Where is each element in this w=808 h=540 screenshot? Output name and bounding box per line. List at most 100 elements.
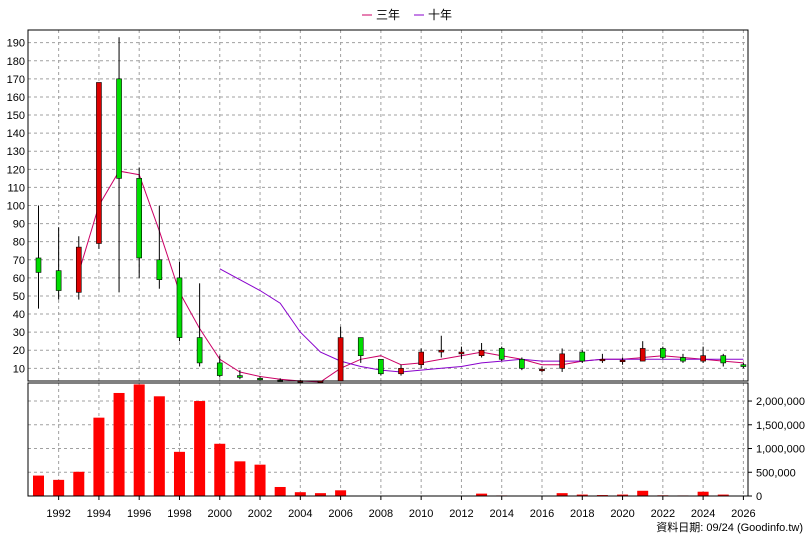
price-tick-label: 110: [7, 182, 25, 194]
candle-body: [720, 355, 727, 364]
volume-bar: [173, 451, 185, 496]
candle-body: [136, 178, 142, 259]
volume-bar: [214, 443, 226, 496]
x-tick-label: 2026: [731, 508, 755, 520]
x-tick-label: 2006: [328, 508, 352, 520]
candle-body: [196, 337, 203, 364]
volume-bar: [617, 494, 629, 496]
price-tick-label: 170: [7, 74, 25, 86]
series-line-十年: [219, 268, 744, 373]
volume-bar: [476, 493, 488, 496]
candle-body: [559, 353, 565, 369]
candle-body: [498, 348, 505, 360]
volume-bar: [53, 479, 65, 496]
x-tick-label: 2020: [610, 508, 634, 520]
volume-panel-frame: [27, 382, 749, 497]
price-tick-label: 90: [13, 219, 25, 231]
x-tick-label: 2014: [489, 508, 513, 520]
x-tick-label: 1992: [46, 508, 70, 520]
volume-bar: [254, 464, 266, 496]
candle-body: [75, 246, 82, 293]
candle-body: [438, 349, 445, 353]
x-tick-label: 2012: [449, 508, 473, 520]
volume-bar: [637, 490, 649, 496]
x-tick-label: 2018: [570, 508, 594, 520]
candle-body: [216, 362, 223, 376]
volume-bar: [274, 486, 286, 496]
volume-bar: [33, 475, 44, 496]
volume-tick-label: 1,500,000: [756, 420, 805, 432]
price-tick-label: 30: [13, 327, 25, 339]
candlesticks: [35, 37, 747, 383]
x-tick-label: 2010: [409, 508, 433, 520]
candle-body: [116, 78, 122, 179]
volume-bar: [93, 417, 105, 496]
candle-body: [519, 358, 525, 369]
volume-tick-label: 2,000,000: [756, 396, 805, 408]
x-tick-label: 2002: [248, 508, 272, 520]
candle-body: [237, 375, 243, 378]
price-tick-label: 120: [7, 164, 25, 176]
x-tick-label: 1998: [167, 508, 191, 520]
candle-body: [619, 359, 626, 362]
volume-bar: [294, 492, 306, 496]
candle-body: [660, 348, 666, 358]
volume-tick-label: 0: [756, 491, 762, 503]
candle-body: [418, 351, 424, 366]
price-tick-label: 190: [7, 38, 25, 50]
volume-bar: [234, 461, 246, 496]
series-line-三年: [78, 170, 744, 383]
price-tick-label: 70: [13, 255, 25, 267]
volume-bar: [133, 384, 145, 496]
price-tick-label: 180: [7, 56, 25, 68]
axes: 1992 1994 1996 1998 2000 2002 2004 2006 2008 2010…: [7, 29, 805, 520]
volume-bar: [314, 493, 326, 496]
candle-body: [639, 348, 646, 362]
price-tick-label: 10: [13, 363, 25, 375]
legend-label: 十年: [428, 8, 452, 22]
volume-bar: [556, 493, 568, 496]
volume-bar: [73, 471, 85, 496]
candle-body: [579, 351, 586, 362]
volume-bars: [33, 384, 749, 496]
candle-body: [337, 337, 344, 382]
legend: 三年 十年: [362, 8, 452, 22]
legend-label: 三年: [376, 8, 400, 22]
volume-bar: [153, 396, 165, 496]
candle-body: [458, 351, 465, 355]
volume-tick-label: 1,000,000: [756, 444, 805, 456]
candle-body: [478, 349, 485, 356]
volume-bar: [194, 401, 206, 496]
candle-body: [378, 358, 384, 375]
candle-body: [156, 259, 163, 280]
candle-body: [35, 257, 42, 273]
x-tick-label: 2024: [691, 508, 715, 520]
price-tick-label: 50: [13, 291, 25, 303]
candle-body: [398, 368, 404, 375]
volume-tick-label: 500,000: [756, 467, 796, 479]
price-tick-label: 100: [7, 201, 25, 213]
price-tick-label: 60: [13, 273, 25, 285]
candle-body: [176, 277, 183, 338]
price-panel-frame: [27, 29, 749, 382]
x-tick-label: 1994: [87, 508, 111, 520]
candle-body: [96, 82, 102, 244]
candle-body: [55, 270, 62, 291]
price-tick-label: 150: [7, 110, 25, 122]
candle-body: [357, 337, 364, 356]
x-tick-label: 2004: [288, 508, 312, 520]
candle-body: [700, 355, 706, 362]
x-tick-label: 1996: [127, 508, 151, 520]
candle-body: [740, 364, 747, 367]
price-tick-label: 80: [13, 237, 25, 249]
x-tick-label: 2016: [530, 508, 554, 520]
candle-body: [257, 377, 263, 381]
volume-bar: [335, 490, 347, 496]
moving-average-lines: [78, 170, 744, 383]
price-tick-label: 40: [13, 309, 25, 321]
price-tick-label: 130: [7, 146, 25, 158]
price-grid: [28, 30, 748, 381]
volume-bar: [113, 392, 125, 496]
volume-bar: [697, 491, 709, 496]
